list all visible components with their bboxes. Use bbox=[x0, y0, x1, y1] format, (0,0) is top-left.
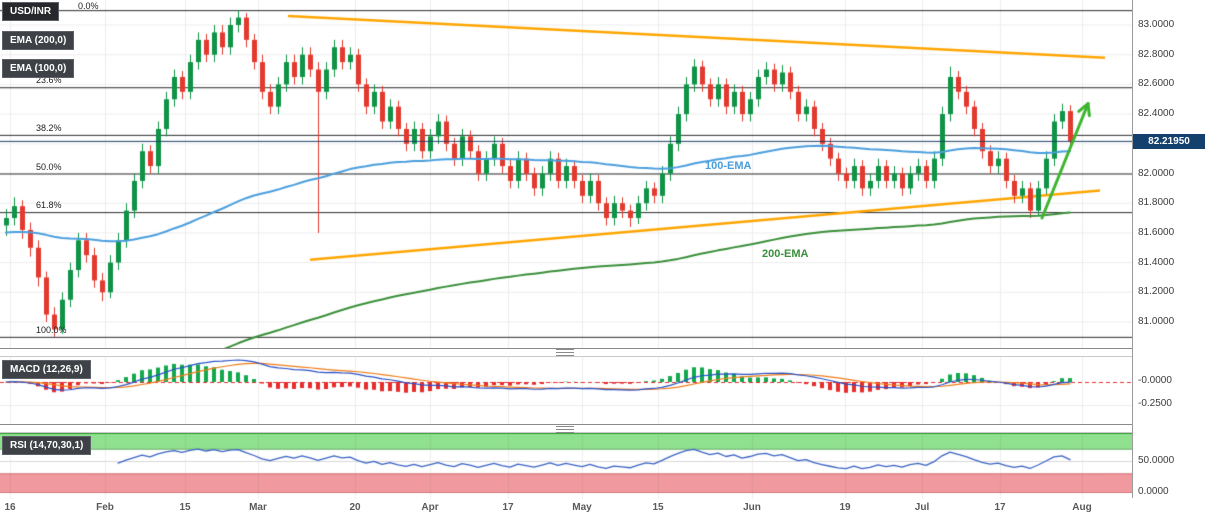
time-axis-label: Feb bbox=[96, 502, 114, 513]
fib-level-label: 23.6% bbox=[36, 75, 62, 86]
price-axis-label: 81.0000 bbox=[1138, 316, 1175, 327]
ema100-indicator-badge[interactable]: EMA (100,0) bbox=[2, 59, 75, 78]
ema100-line-label: 100-EMA bbox=[705, 160, 752, 172]
time-axis-label: Mar bbox=[249, 502, 267, 513]
panel-resize-handle[interactable] bbox=[556, 349, 574, 356]
price-axis-label: 82.6000 bbox=[1138, 78, 1175, 89]
price-chart-panel: USD/INR EMA (200,0) EMA (100,0) 100-EMA … bbox=[0, 0, 1132, 349]
price-axis-label: 82.8000 bbox=[1138, 49, 1175, 60]
price-axis-label: 81.4000 bbox=[1138, 257, 1175, 268]
price-axis-label: 81.6000 bbox=[1138, 227, 1175, 238]
rsi-panel: RSI (14,70,30,1) bbox=[0, 432, 1132, 500]
time-axis-label: Jun bbox=[743, 502, 761, 513]
panel-resize-handle[interactable] bbox=[556, 426, 574, 433]
time-axis-label: 20 bbox=[349, 502, 361, 513]
macd-axis-label: -0.0000 bbox=[1138, 375, 1172, 386]
ema200-line-label: 200-EMA bbox=[762, 248, 809, 260]
time-axis-label: May bbox=[572, 502, 592, 513]
macd-panel: MACD (12,26,9) bbox=[0, 356, 1132, 425]
time-axis-label: 15 bbox=[179, 502, 191, 513]
rsi-indicator-badge[interactable]: RSI (14,70,30,1) bbox=[2, 436, 92, 455]
time-axis-label: Apr bbox=[421, 502, 439, 513]
time-axis-label: 16 bbox=[4, 502, 16, 513]
fib-level-label: 50.0% bbox=[36, 161, 62, 172]
time-axis[interactable]: 16 Feb 15 Mar 20 Apr 17 May 15 Jun 19 Jul 17 Aug bbox=[0, 499, 1132, 521]
price-axis-label: 81.2000 bbox=[1138, 286, 1175, 297]
fib-level-label: 61.8% bbox=[36, 200, 62, 211]
time-axis-label: 19 bbox=[839, 502, 851, 513]
symbol-badge[interactable]: USD/INR bbox=[2, 2, 60, 21]
price-chart-canvas[interactable] bbox=[0, 0, 1132, 348]
macd-indicator-badge[interactable]: MACD (12,26,9) bbox=[2, 360, 91, 379]
time-axis-label: 17 bbox=[994, 502, 1006, 513]
time-axis-label: Jul bbox=[914, 502, 930, 513]
rsi-axis-label: 50.0000 bbox=[1138, 455, 1175, 466]
macd-canvas[interactable] bbox=[0, 357, 1132, 424]
ema200-indicator-badge[interactable]: EMA (200,0) bbox=[2, 31, 75, 50]
fib-level-label: 38.2% bbox=[36, 122, 62, 133]
axis-border-line bbox=[1132, 0, 1133, 498]
fib-level-label: 100.0% bbox=[36, 324, 67, 335]
rsi-axis-label: 0.0000 bbox=[1138, 486, 1169, 497]
fib-level-label: 0.0% bbox=[78, 1, 99, 11]
rsi-canvas[interactable] bbox=[0, 433, 1132, 499]
time-axis-label: 15 bbox=[652, 502, 664, 513]
price-axis[interactable]: 82.21950 83.0000 82.8000 82.6000 82.4000 82.… bbox=[1132, 0, 1207, 521]
price-axis-label: 82.4000 bbox=[1138, 108, 1175, 119]
price-axis-label: 82.0000 bbox=[1138, 168, 1175, 179]
time-axis-label: Aug bbox=[1072, 502, 1092, 513]
price-axis-label: 83.0000 bbox=[1138, 19, 1175, 30]
price-axis-label: 81.8000 bbox=[1138, 197, 1175, 208]
macd-axis-label: -0.2500 bbox=[1138, 398, 1172, 409]
current-price-badge: 82.21950 bbox=[1133, 134, 1205, 149]
time-axis-label: 17 bbox=[502, 502, 514, 513]
